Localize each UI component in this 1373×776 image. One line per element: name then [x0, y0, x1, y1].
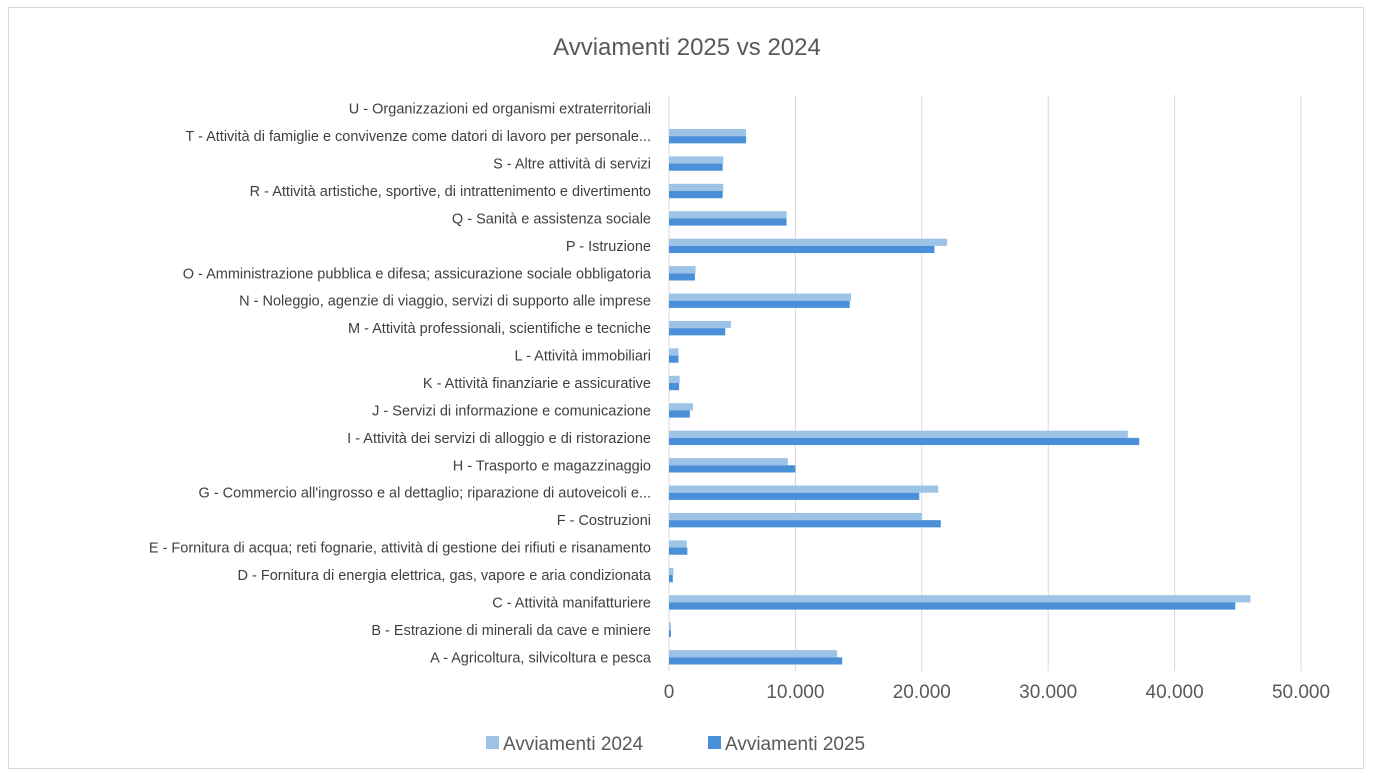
category-label: M - Attività professionali, scientifiche… [348, 321, 651, 337]
bar-2024 [669, 320, 731, 329]
category-label: P - Istruzione [566, 239, 651, 255]
x-tick-label: 20.000 [893, 682, 951, 703]
legend: Avviamenti 2024 Avviamenti 2025 [486, 734, 865, 755]
category-label: H - Trasporto e magazzinaggio [453, 458, 651, 474]
bar-2024 [669, 266, 696, 274]
category-label: I - Attività dei servizi di alloggio e d… [347, 431, 651, 447]
bar-2024 [669, 211, 787, 219]
bar-2024 [669, 375, 680, 383]
bar-2024 [669, 348, 679, 356]
bar-2024 [669, 650, 838, 658]
category-label: D - Fornitura di energia elettrica, gas,… [238, 568, 652, 584]
bar-2025 [669, 273, 695, 281]
category-labels: A - Agricoltura, silvicoltura e pesca B -… [149, 102, 652, 667]
category-label: E - Fornitura di acqua; reti fognarie, a… [149, 541, 651, 557]
bar-2025 [669, 629, 671, 638]
bar-2025 [669, 300, 850, 308]
bar-2024 [669, 430, 1128, 438]
gridlines [668, 95, 1302, 671]
bar-2025 [669, 218, 787, 226]
bar-2025 [669, 437, 1140, 446]
bar-2024 [669, 485, 939, 493]
bar-2024 [669, 238, 948, 246]
bar-2024 [669, 183, 724, 191]
category-label: Q - Sanità e assistenza sociale [452, 211, 651, 227]
bar-2024 [669, 458, 788, 466]
x-tick-label: 0 [664, 682, 675, 703]
bar-2024 [669, 595, 1251, 603]
bar-2025 [669, 602, 1236, 610]
legend-swatch [708, 736, 721, 749]
bar-2025 [669, 547, 688, 555]
category-label: A - Agricoltura, silvicoltura e pesca [430, 650, 652, 666]
bar-2024 [669, 622, 671, 630]
bar-2024 [669, 540, 687, 548]
x-tick-label: 40.000 [1146, 682, 1204, 703]
bar-2025 [669, 245, 935, 254]
bars [669, 128, 1251, 665]
bar-2025 [669, 410, 690, 418]
bar-2025 [669, 328, 726, 336]
x-tick-label: 10.000 [766, 682, 824, 703]
category-label: G - Commercio all'ingrosso e al dettagli… [199, 486, 651, 502]
x-axis-tick-labels: 0 10.000 20.000 30.000 40.000 50.000 [664, 682, 1330, 703]
category-label: U - Organizzazioni ed organismi extrater… [349, 102, 651, 118]
bar-2024 [669, 156, 724, 164]
category-label: F - Costruzioni [557, 513, 651, 529]
category-label: K - Attività finanziarie e assicurative [423, 376, 651, 392]
x-tick-label: 30.000 [1019, 682, 1077, 703]
category-label: C - Attività manifatturiere [492, 595, 651, 611]
category-label: O - Amministrazione pubblica e difesa; a… [183, 266, 652, 282]
category-label: T - Attività di famiglie e convivenze co… [185, 129, 651, 145]
legend-swatch [486, 736, 499, 749]
bar-2025 [669, 657, 843, 665]
chart-svg: Avviamenti 2025 vs 2024 A - Agricoltura,… [149, 34, 1330, 755]
chart-title: Avviamenti 2025 vs 2024 [553, 34, 821, 61]
category-label: R - Attività artistiche, sportive, di in… [250, 184, 651, 200]
bar-2025 [669, 492, 920, 500]
chart-container: Avviamenti 2025 vs 2024 A - Agricoltura,… [8, 7, 1364, 769]
bar-2025 [669, 163, 723, 171]
bar-2025 [669, 465, 796, 473]
category-label: N - Noleggio, agenzie di viaggio, serviz… [239, 294, 651, 310]
bar-2024 [669, 567, 674, 575]
legend-label: Avviamenti 2025 [725, 734, 865, 755]
bar-2025 [669, 191, 723, 199]
bar-2025 [669, 520, 941, 528]
legend-label: Avviamenti 2024 [503, 734, 644, 755]
bar-2024 [669, 293, 852, 301]
category-label: J - Servizi di informazione e comunicazi… [372, 403, 651, 419]
bar-2025 [669, 355, 679, 363]
bar-2024 [669, 512, 922, 521]
bar-2025 [669, 136, 747, 144]
bar-2024 [669, 403, 694, 411]
bar-2025 [669, 575, 673, 583]
bar-2024 [669, 128, 747, 137]
x-tick-label: 50.000 [1272, 682, 1330, 703]
category-label: L - Attività immobiliari [515, 349, 651, 365]
category-label: S - Altre attività di servizi [493, 157, 651, 173]
bar-2025 [669, 383, 680, 391]
category-label: B - Estrazione di minerali da cave e min… [371, 623, 651, 639]
